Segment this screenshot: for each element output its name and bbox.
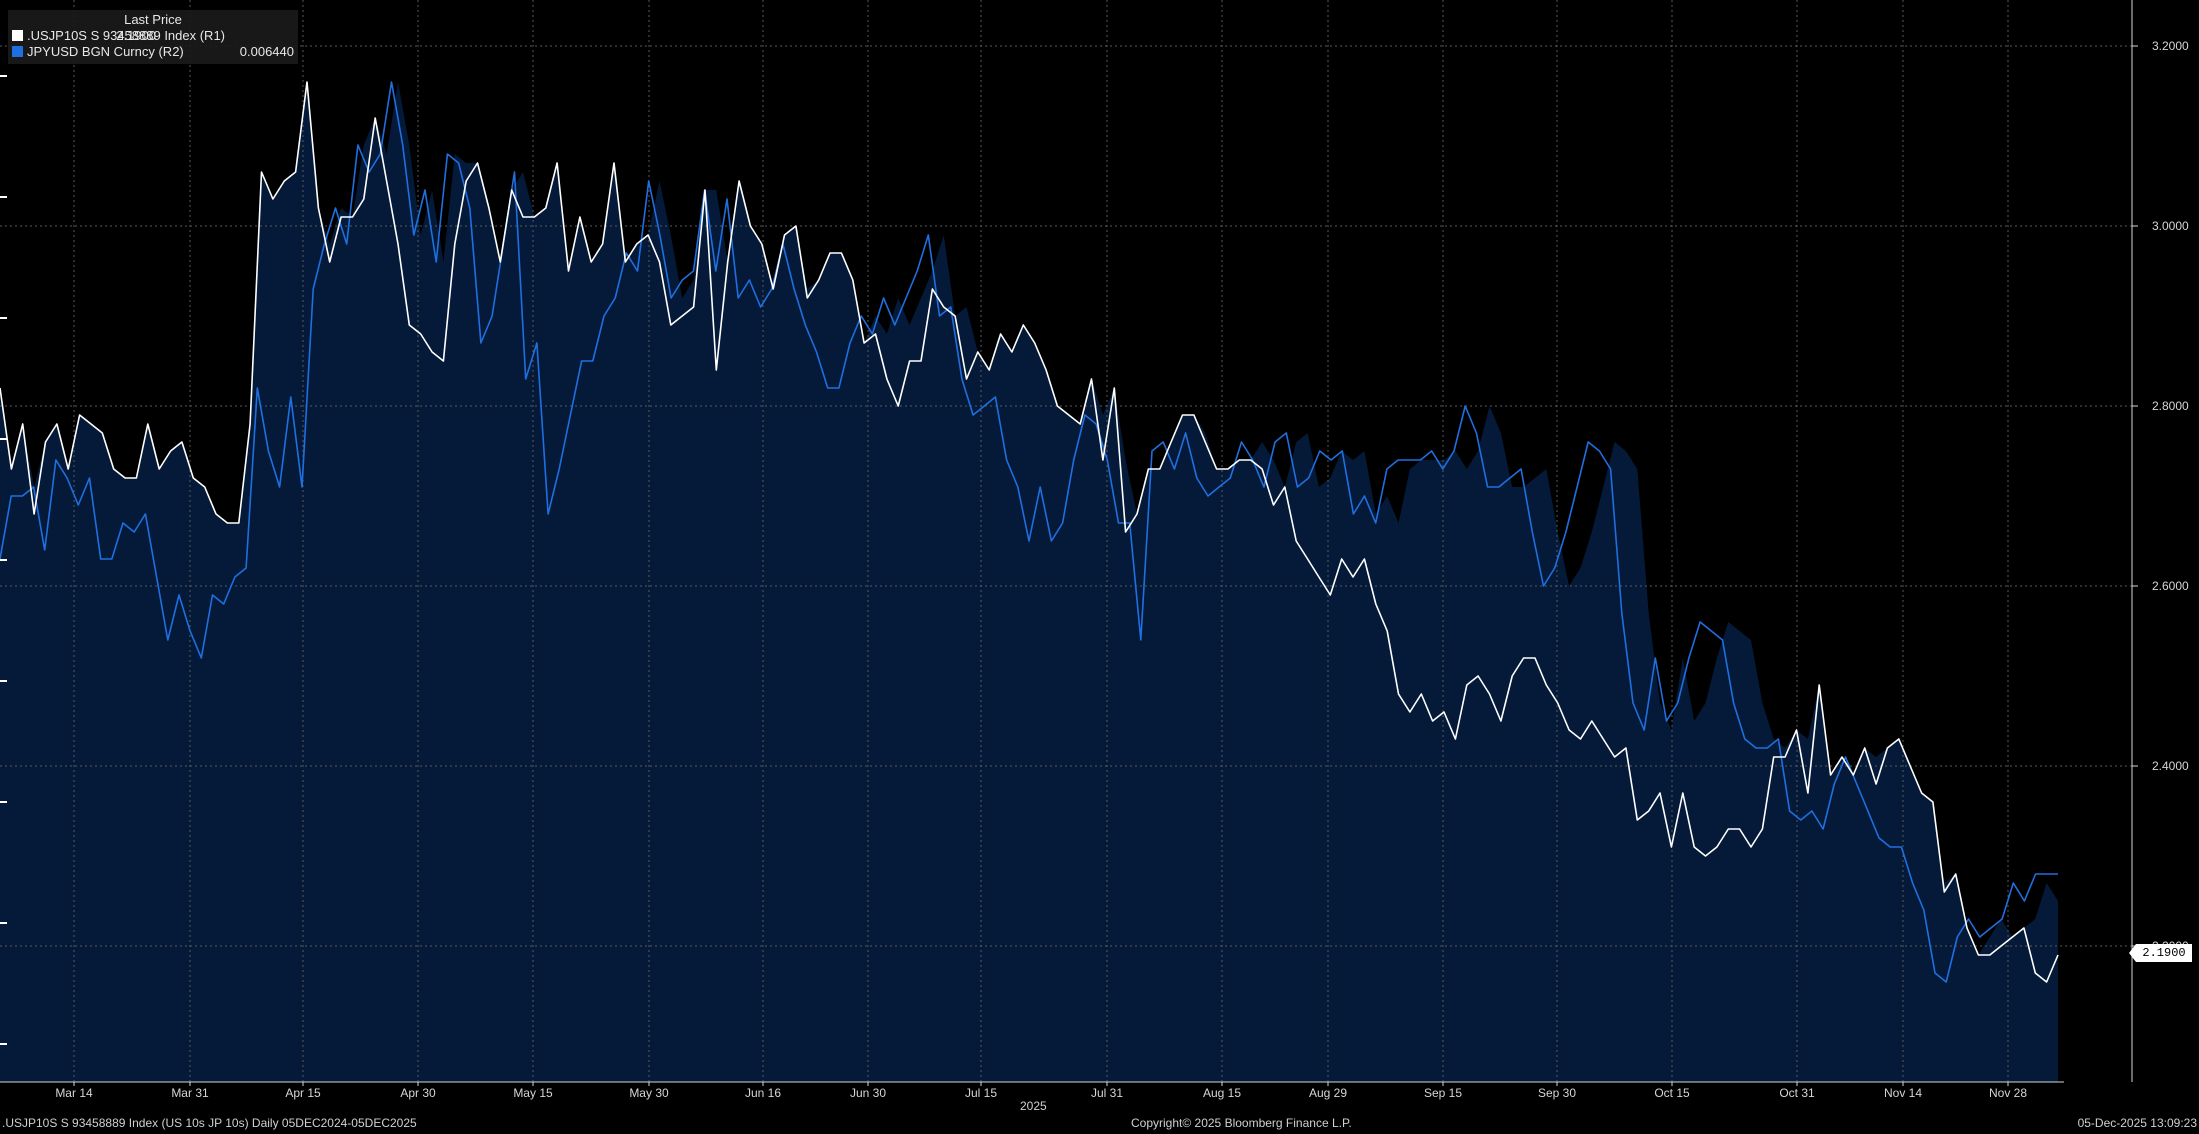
- x-tick-label: Jul 31: [1091, 1086, 1123, 1100]
- y-tick-label: 3.0000: [2152, 219, 2189, 233]
- footer-timestamp: 05-Dec-2025 13:09:23: [2077, 1116, 2197, 1130]
- x-tick-labels: Mar 14 Mar 31 Apr 15 Apr 30 May 15 May 30 Jun …: [55, 1086, 2027, 1100]
- x-tick-label: Nov 14: [1884, 1086, 1922, 1100]
- x-tick-label: Mar 14: [55, 1086, 93, 1100]
- series-1-label: .USJP10S S 93458889 Index (R1): [27, 28, 226, 43]
- y-tick-label: 2.6000: [2152, 579, 2189, 593]
- y-tick-label: 3.2000: [2152, 39, 2189, 53]
- area-fill-layer: [0, 82, 2058, 1082]
- legend: Last Price .USJP10S S 93458889 Index (R1…: [8, 10, 298, 64]
- x-tick-label: Aug 15: [1203, 1086, 1241, 1100]
- axis-layer: [0, 0, 2138, 1086]
- x-tick-label: Oct 15: [1654, 1086, 1690, 1100]
- x-tick-label: Jun 16: [745, 1086, 781, 1100]
- x-tick-label: Jun 30: [850, 1086, 886, 1100]
- x-axis-year-label: 2025: [1020, 1099, 1047, 1113]
- series-2-layer: [0, 81, 2058, 983]
- legend-title: Last Price: [124, 12, 182, 27]
- series-2-value: 0.006440: [239, 44, 294, 59]
- x-tick-label: Nov 28: [1989, 1086, 2027, 1100]
- legend-entry-series-2: JPYUSD BGN Curncy (R2) 0.006440: [12, 44, 294, 60]
- footer-security-description: .USJP10S S 93458889 Index (US 10s JP 10s…: [2, 1116, 417, 1130]
- series-2-swatch: [12, 46, 23, 57]
- series-line-jpyusd: [0, 81, 2058, 983]
- x-tick-label: Sep 30: [1538, 1086, 1576, 1100]
- series-1-swatch: [12, 30, 23, 41]
- x-tick-label: Oct 31: [1779, 1086, 1815, 1100]
- footer-copyright: Copyright© 2025 Bloomberg Finance L.P.: [1131, 1116, 1352, 1130]
- area-fill: [0, 82, 2058, 1082]
- y-tick-label: 2.4000: [2152, 759, 2189, 773]
- x-tick-label: Apr 15: [285, 1086, 321, 1100]
- series-line-usjp10s: [0, 81, 2059, 983]
- x-tick-label: Apr 30: [400, 1086, 436, 1100]
- x-tick-label: Aug 29: [1309, 1086, 1347, 1100]
- x-tick-label: Sep 15: [1424, 1086, 1462, 1100]
- x-tick-label: May 30: [629, 1086, 669, 1100]
- series-1-value: 2.1900: [116, 28, 156, 43]
- x-tick-label: Jul 15: [965, 1086, 997, 1100]
- y-tick-label: 2.8000: [2152, 399, 2189, 413]
- series-2-label: JPYUSD BGN Curncy (R2): [27, 44, 184, 59]
- last-price-tag: 2.1900: [2129, 944, 2192, 962]
- legend-entry-series-1: .USJP10S S 93458889 Index (R1) 2.1900: [12, 28, 294, 44]
- series-1-layer: [0, 81, 2059, 983]
- x-tick-label: May 15: [513, 1086, 553, 1100]
- x-tick-label: Mar 31: [171, 1086, 209, 1100]
